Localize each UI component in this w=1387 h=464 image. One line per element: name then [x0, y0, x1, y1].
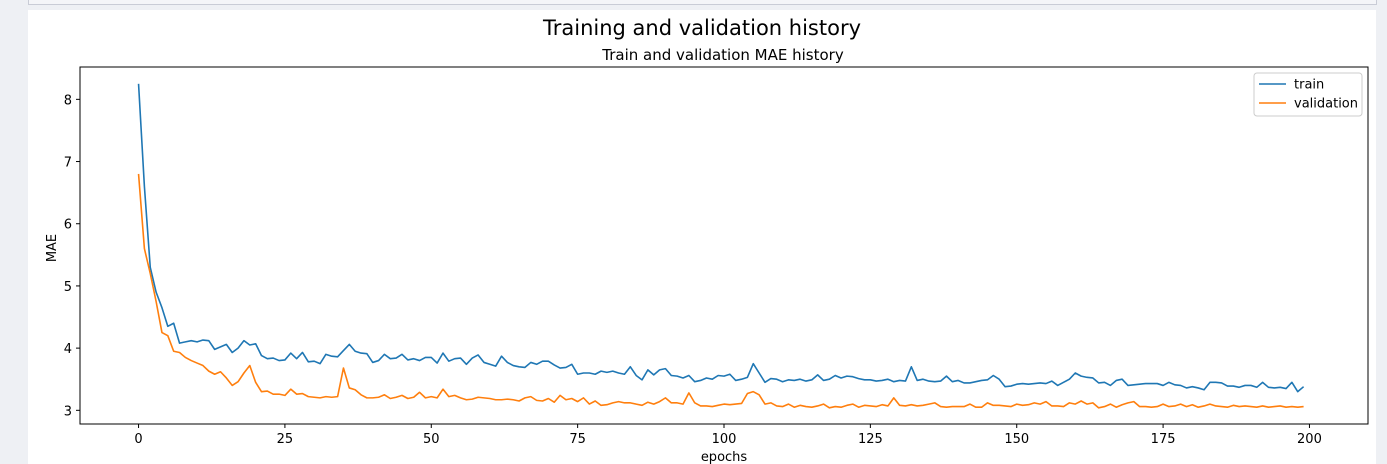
plot-frame [79, 66, 1369, 425]
x-tick-label-0: 0 [134, 432, 142, 447]
x-tick-label-150: 150 [1004, 432, 1029, 447]
x-tick-label-175: 175 [1151, 432, 1176, 447]
y-tick-label-4: 4 [64, 342, 72, 357]
legend-label-train: train [1294, 78, 1324, 93]
series-line-train [137, 83, 1305, 393]
chart-title: Train and validation MAE history [601, 46, 844, 64]
x-tick-label-25: 25 [277, 432, 294, 447]
x-tick-label-125: 125 [858, 432, 883, 447]
y-tick-label-8: 8 [64, 93, 72, 108]
x-tick-label-75: 75 [569, 432, 586, 447]
x-tick-label-200: 200 [1297, 432, 1322, 447]
x-axis-label: epochs [701, 450, 748, 464]
y-tick-label-5: 5 [64, 280, 72, 295]
legend-label-validation: validation [1294, 97, 1358, 112]
figure-canvas: Training and validation history Train an… [28, 10, 1376, 464]
y-tick-label-6: 6 [64, 218, 72, 233]
chart-svg: Training and validation history Train an… [45, 16, 1369, 464]
legend: train validation [1253, 72, 1363, 117]
y-tick-label-7: 7 [64, 156, 72, 171]
y-axis-label: MAE [45, 234, 60, 262]
series-lines [137, 83, 1305, 409]
series-line-validation [137, 173, 1304, 409]
axis-ticks: 0 25 50 75 100 125 150 175 200 3 4 5 6 7 8 [64, 93, 1322, 447]
x-tick-label-50: 50 [423, 432, 440, 447]
previous-cell-output-edge [28, 0, 1377, 5]
x-tick-label-100: 100 [712, 432, 737, 447]
figure-suptitle: Training and validation history [542, 16, 861, 40]
y-tick-label-3: 3 [64, 404, 72, 419]
